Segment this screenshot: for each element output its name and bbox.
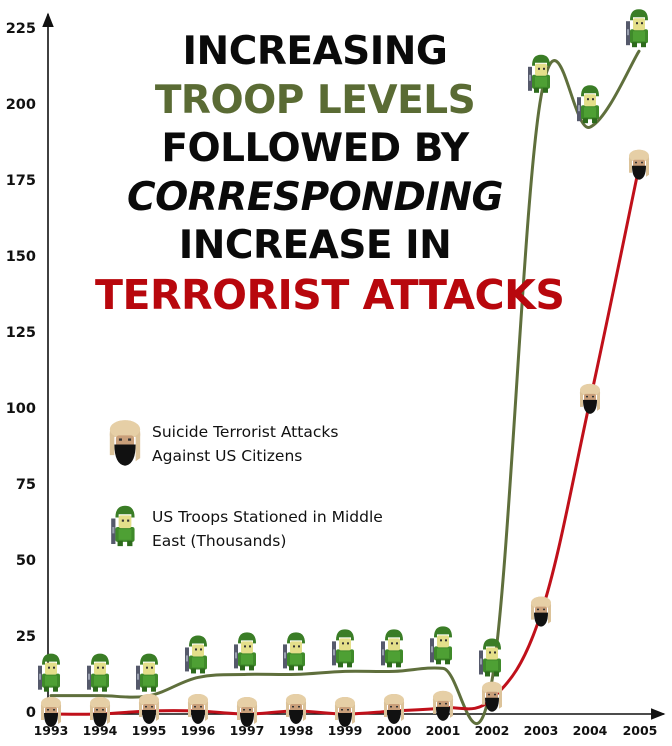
x-tick: 2005 <box>622 723 658 738</box>
soldier-marker-icon <box>234 632 256 671</box>
soldier-marker-icon <box>38 653 60 692</box>
bearded-face-marker-icon <box>285 693 307 724</box>
x-tick: 1999 <box>327 723 363 738</box>
soldier-icon <box>111 505 135 547</box>
bearded-face-marker-icon <box>187 693 209 724</box>
legend-label: US Troops Stationed in Middle <box>152 508 383 526</box>
y-tick: 200 <box>5 97 36 113</box>
y-tick: 225 <box>5 21 36 37</box>
bearded-face-marker-icon <box>628 149 650 180</box>
bearded-face-marker-icon <box>383 693 405 724</box>
soldier-marker-icon <box>626 9 648 48</box>
soldier-marker-icon <box>87 653 109 692</box>
x-tick: 2001 <box>425 723 461 738</box>
x-tick: 1997 <box>229 723 265 738</box>
legend-label: Against US Citizens <box>152 447 303 465</box>
title-line-troop-levels: TROOP LEVELS <box>154 77 476 123</box>
legend-label: East (Thousands) <box>152 532 287 550</box>
x-tick: 1995 <box>131 723 167 738</box>
title-line-terrorist-attacks: TERRORIST ATTACKS <box>95 270 565 319</box>
title-line: INCREASE IN <box>178 223 452 268</box>
bearded-face-marker-icon <box>432 690 454 721</box>
soldier-marker-icon <box>136 653 158 692</box>
x-tick: 1993 <box>33 723 69 738</box>
y-tick: 25 <box>15 629 36 645</box>
title-line: FOLLOWED BY <box>161 126 469 171</box>
legend-item-attacks: Suicide Terrorist Attacks Against US Cit… <box>108 415 338 471</box>
y-tick: 175 <box>5 173 36 189</box>
x-tick: 2004 <box>572 723 608 738</box>
soldier-marker-icon <box>185 635 207 674</box>
x-tick: 2003 <box>523 723 559 738</box>
soldier-marker-icon <box>283 632 305 671</box>
y-tick: 100 <box>5 401 36 417</box>
bearded-face-marker-icon <box>579 383 601 414</box>
soldier-marker-icon <box>332 629 354 668</box>
bearded-face-marker-icon <box>138 693 160 724</box>
legend-item-troops: US Troops Stationed in Middle East (Thou… <box>108 503 383 553</box>
x-tick: 2002 <box>474 723 510 738</box>
y-tick: 125 <box>5 325 36 341</box>
legend-label: Suicide Terrorist Attacks <box>152 423 339 441</box>
chart-title: INCREASING TROOP LEVELS FOLLOWED BY CORR… <box>95 28 565 319</box>
x-tick: 2000 <box>376 723 412 738</box>
y-tick: 75 <box>15 477 36 493</box>
x-tick: 1994 <box>82 723 118 738</box>
title-line-corresponding: CORRESPONDING <box>127 174 503 220</box>
soldier-marker-icon <box>381 629 403 668</box>
soldier-marker-icon <box>479 638 501 677</box>
x-tick: 1998 <box>278 723 314 738</box>
bearded-face-marker-icon <box>530 596 552 627</box>
troops-series-line <box>49 49 641 726</box>
y-tick: 150 <box>5 249 36 265</box>
x-tick: 1996 <box>180 723 216 738</box>
soldier-marker-icon <box>577 85 599 124</box>
y-tick: 0 <box>25 705 36 721</box>
y-tick: 50 <box>15 553 36 569</box>
title-line: INCREASING <box>182 29 448 74</box>
bearded-face-icon <box>109 420 141 466</box>
soldier-marker-icon <box>430 626 452 665</box>
